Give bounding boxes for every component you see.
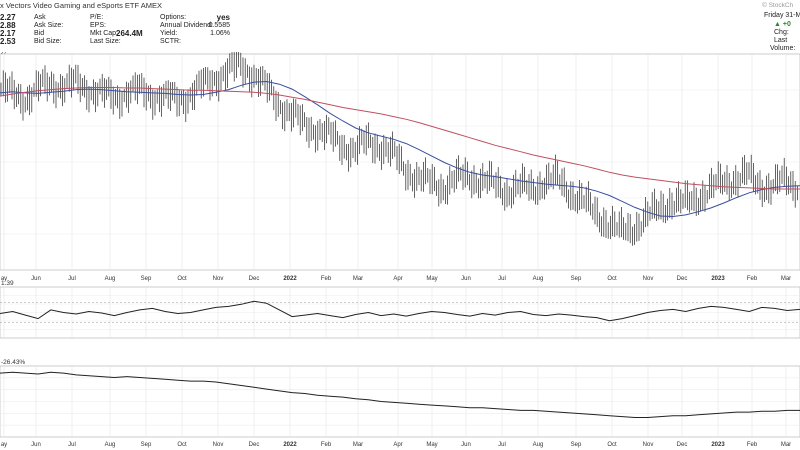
volume-label: Volume:	[770, 45, 796, 52]
x-tick-label: Jun	[31, 276, 41, 282]
x-tick-label: May	[426, 276, 437, 282]
x-tick-label: Nov	[213, 442, 224, 448]
panel-label: -26.43%	[1, 359, 25, 366]
x-tick-label: Dec	[249, 276, 260, 282]
x-tick-label: Oct	[607, 442, 617, 448]
yield-value: 1.06%	[210, 30, 230, 37]
last-size-label: Last Size:	[90, 38, 121, 45]
change-value: +0	[782, 21, 791, 28]
annual-dividend-label: Annual Dividend:	[160, 22, 213, 29]
ask-value: 2.27	[0, 13, 16, 22]
dividend-labels: Options: Annual Dividend: Yield: SCTR:	[160, 14, 213, 46]
series-line-oscillator	[0, 300, 800, 322]
x-tick-label: Sep	[571, 276, 582, 282]
bid-size-label: Bid Size:	[34, 38, 62, 45]
exchange-label: AMEX	[140, 1, 163, 10]
x-tick-label: Sep	[141, 442, 152, 448]
x-tick-label: Feb	[747, 276, 758, 282]
ask-size-value: 2.88	[0, 21, 16, 30]
x-tick-label: Nov	[643, 276, 654, 282]
x-tick-label: 2023	[711, 276, 725, 282]
ask-size-label: Ask Size:	[34, 22, 64, 29]
up-arrow-icon: ▲	[774, 21, 781, 28]
x-tick-label: Apr	[393, 442, 402, 448]
x-tick-label: Apr	[393, 276, 402, 282]
x-tick-label: Jul	[498, 442, 506, 448]
x-tick-label: Jun	[31, 442, 41, 448]
x-tick-label: Sep	[571, 442, 582, 448]
annual-dividend-value: 0.5585	[208, 22, 230, 29]
last-label: Last	[774, 37, 788, 44]
x-tick-label: Aug	[105, 276, 116, 282]
x-tick-label: Nov	[643, 442, 654, 448]
x-tick-label: Mar	[781, 442, 791, 448]
etf-name: x Vectors Video Gaming and eSports ETF	[0, 1, 140, 10]
x-tick-label: Nov	[213, 276, 224, 282]
brand-label: © StockCh	[762, 2, 794, 9]
x-tick-label: Dec	[249, 442, 260, 448]
x-tick-label: ay	[1, 442, 7, 448]
x-tick-label: Aug	[105, 442, 116, 448]
series-line-ma-200	[0, 87, 800, 190]
dividend-values: yes 0.5585 1.06%	[206, 14, 230, 38]
ask-label: Ask	[34, 14, 46, 21]
x-tick-label: Jul	[68, 442, 76, 448]
x-tick-label: Feb	[321, 442, 332, 448]
yield-label: Yield:	[160, 30, 178, 37]
x-tick-label: Jul	[68, 276, 76, 282]
x-tick-label: Sep	[141, 276, 152, 282]
x-tick-label: Oct	[177, 442, 187, 448]
pe-label: P/E:	[90, 14, 104, 21]
panel-label: 1.39	[1, 280, 14, 287]
x-tick-label: Mar	[781, 276, 791, 282]
chg-label: Chg:	[774, 29, 789, 36]
mkt-cap-value-wrap: 264.4M	[116, 30, 143, 39]
bid-label: Bid	[34, 30, 45, 37]
ask-bid-values: 2.27 2.88 2.17 2.53	[0, 14, 16, 46]
x-tick-label: Feb	[747, 442, 758, 448]
mkt-cap-label: Mkt Cap:	[90, 30, 119, 37]
x-tick-label: Jun	[461, 276, 471, 282]
series-line-ma-50	[0, 80, 800, 218]
date-label: Friday 31-M	[764, 12, 800, 19]
bid-value: 2.17	[0, 29, 16, 38]
ask-bid-labels: Ask Ask Size: Bid Bid Size:	[34, 14, 63, 46]
chart-title: x Vectors Video Gaming and eSports ETF A…	[0, 2, 162, 10]
quote-header: x Vectors Video Gaming and eSports ETF A…	[0, 0, 800, 52]
mkt-cap-value: 264.4M	[116, 29, 143, 38]
x-tick-label: 2023	[711, 442, 725, 448]
options-value: yes	[216, 13, 230, 22]
x-tick-label: May	[426, 442, 437, 448]
sctr-label: SCTR:	[160, 38, 181, 45]
x-tick-label: Mar	[353, 276, 363, 282]
x-tick-label: Mar	[353, 442, 363, 448]
x-tick-label: Oct	[607, 276, 617, 282]
bid-size-value: 2.53	[0, 37, 16, 46]
x-tick-label: Aug	[533, 276, 544, 282]
x-tick-label: Aug	[533, 442, 544, 448]
x-tick-label: 2022	[283, 442, 297, 448]
x-tick-label: Jul	[498, 276, 506, 282]
x-tick-label: Dec	[677, 276, 688, 282]
eps-label: EPS:	[90, 22, 106, 29]
options-label: Options:	[160, 14, 187, 21]
x-tick-label: Dec	[677, 442, 688, 448]
x-tick-label: ay	[1, 276, 7, 282]
series-line-relative-strength	[0, 371, 800, 418]
x-tick-label: 2022	[283, 276, 297, 282]
change-row: ▲ +0	[774, 21, 791, 29]
fundamentals-labels: P/E: EPS: Mkt Cap: Last Size:	[90, 14, 121, 46]
x-tick-label: Feb	[321, 276, 332, 282]
x-tick-label: Jun	[461, 442, 471, 448]
x-tick-label: Oct	[177, 276, 187, 282]
